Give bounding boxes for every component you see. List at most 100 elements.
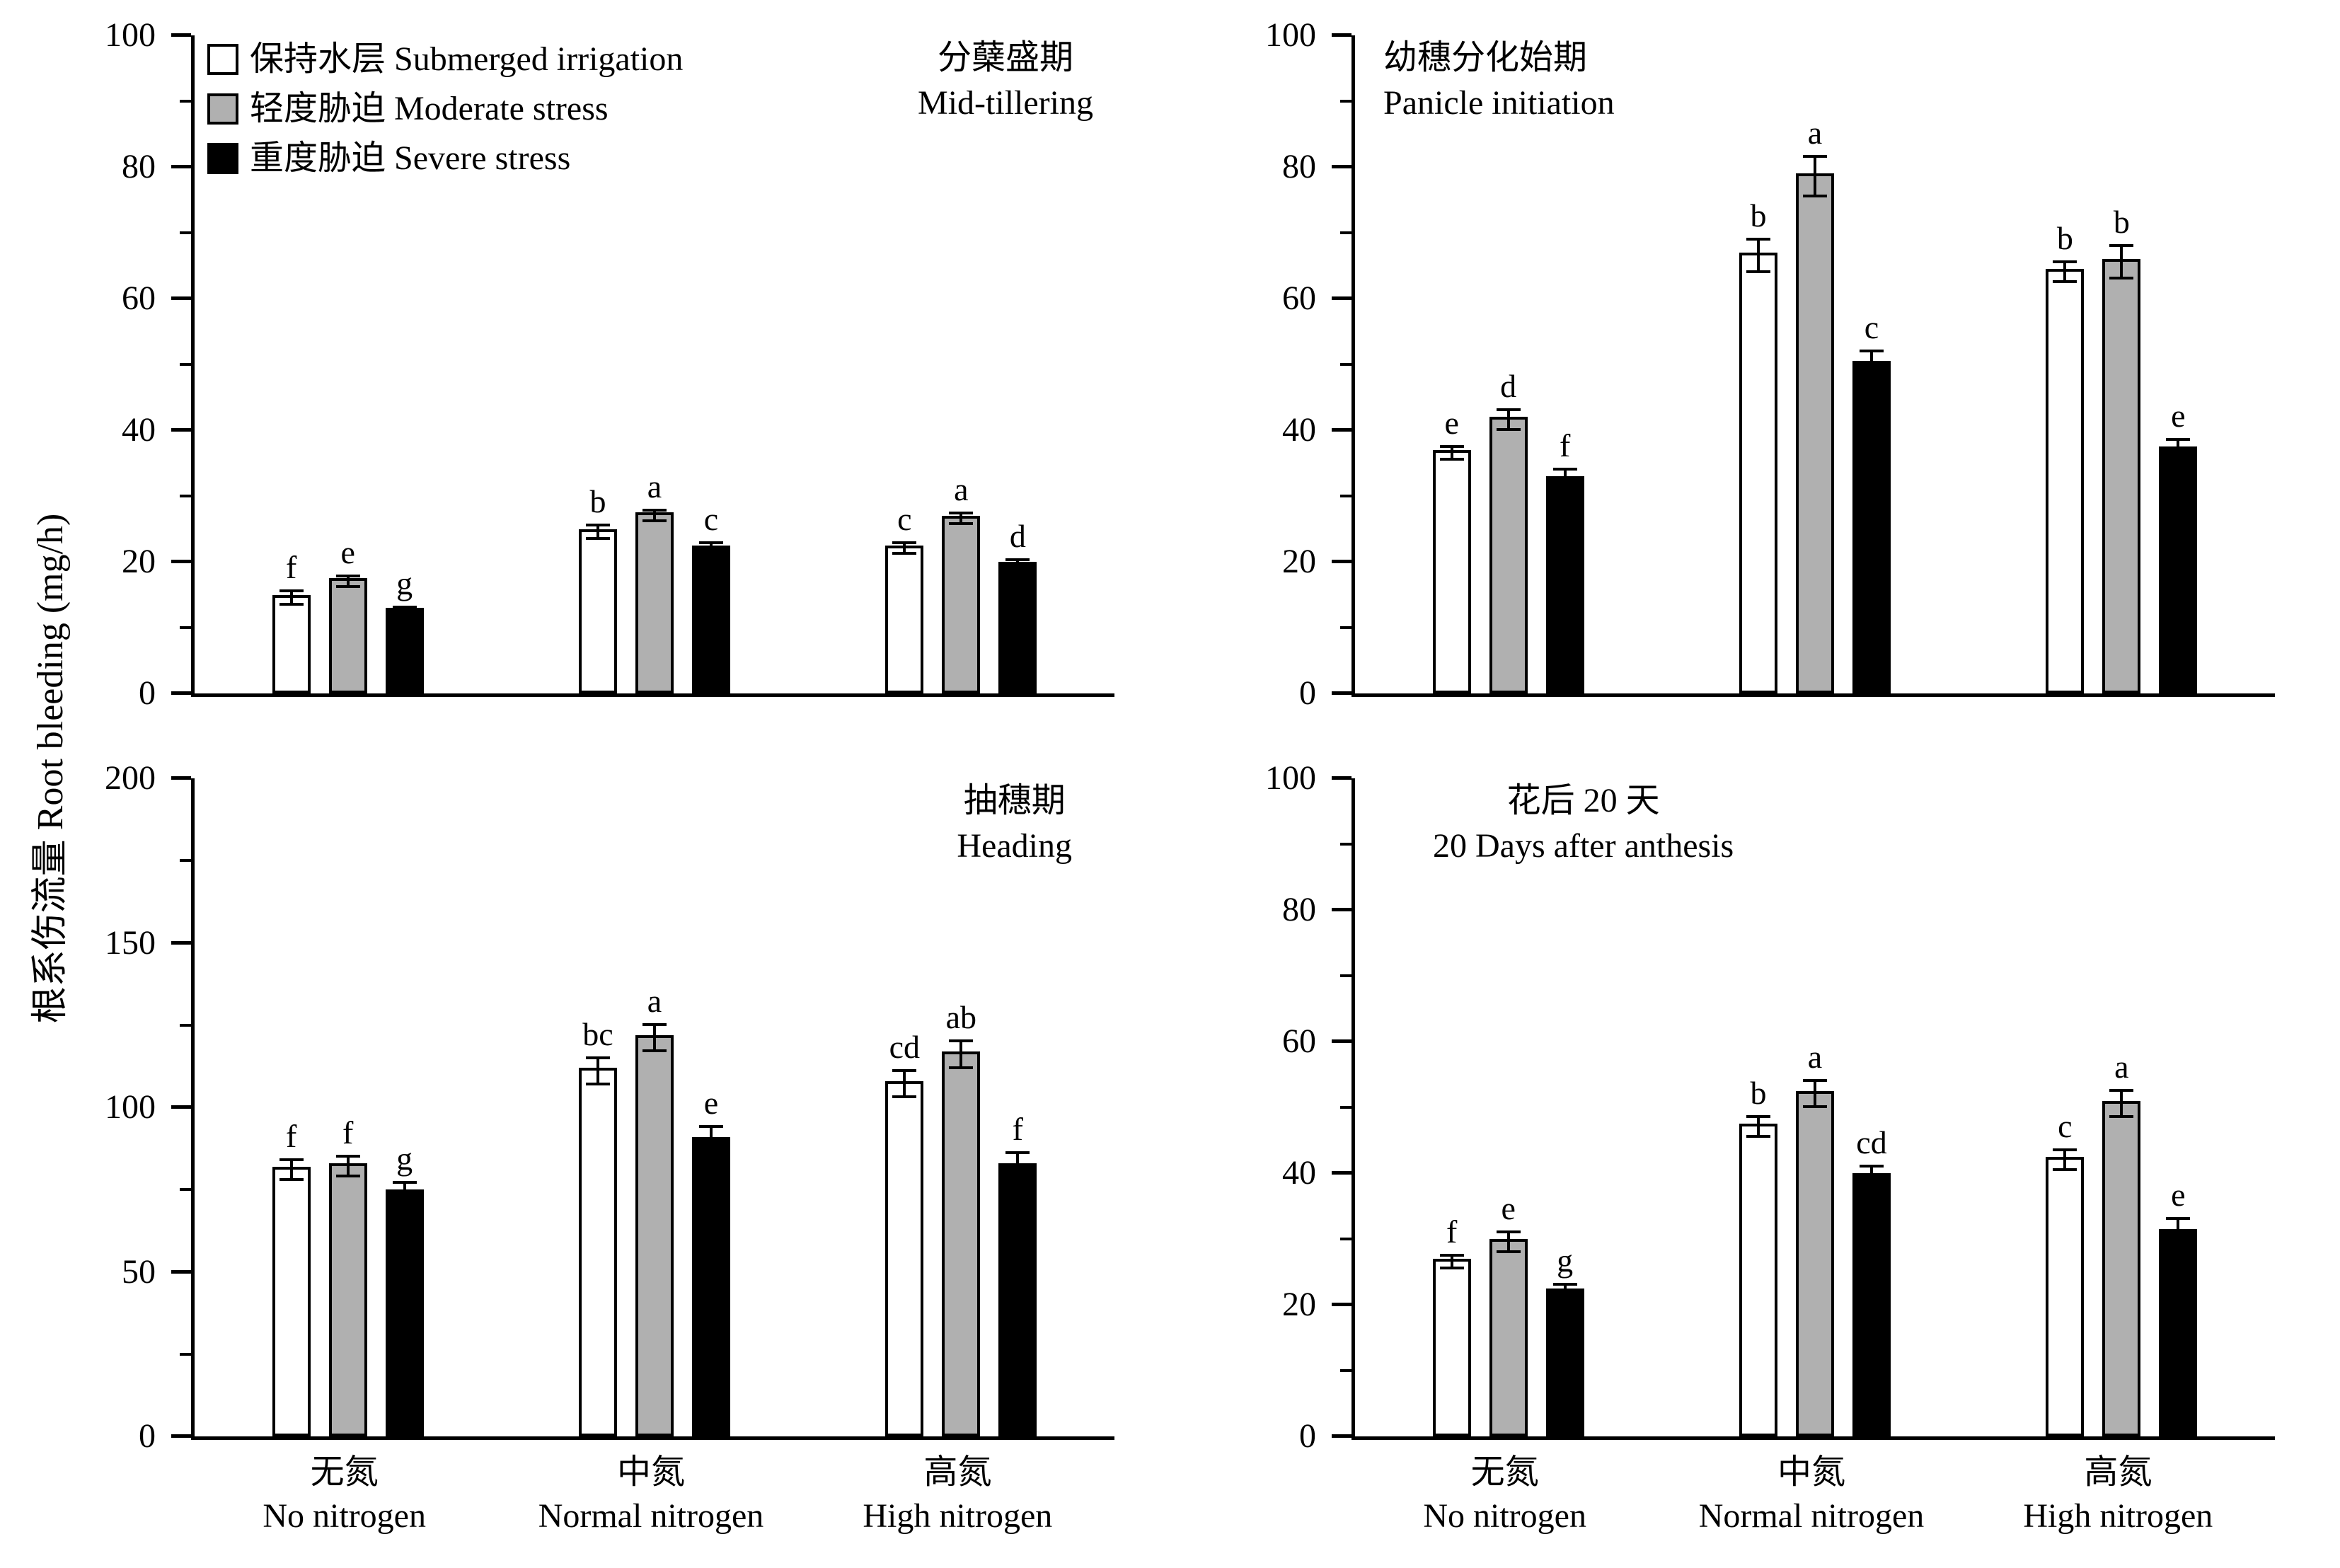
legend-entry-moderate: 轻度胁迫 Moderate stress — [207, 89, 683, 129]
bar: e — [691, 1087, 730, 1436]
bar: c — [2046, 1109, 2085, 1436]
panel-title-zh: 幼穗分化始期 — [1383, 39, 1588, 76]
error-bar-cap — [1005, 1151, 1030, 1155]
y-minor-tick — [1340, 626, 1351, 629]
error-bar-cap — [949, 512, 974, 515]
y-tick-label: 80 — [1282, 891, 1316, 928]
significance-letter: d — [1009, 517, 1026, 554]
error-bar-cap — [279, 589, 304, 593]
significance-letter: e — [340, 534, 355, 570]
significance-letter: b — [2113, 203, 2130, 240]
significance-letter: e — [1501, 1190, 1516, 1227]
y-major-tick — [171, 560, 191, 563]
error-bar — [2120, 1090, 2123, 1117]
error-bar-cap — [2109, 243, 2134, 247]
bar: e — [1489, 1192, 1528, 1436]
bar: a — [635, 985, 674, 1436]
y-tick-label: 40 — [1282, 411, 1316, 449]
error-bar-cap — [2053, 260, 2077, 264]
error-bar-cap — [2166, 1217, 2191, 1221]
error-bar-cap — [335, 1175, 360, 1177]
plot-area: f f g bc a e cd ab f 抽穗期 Heading — [171, 776, 1114, 1440]
significance-letter: f — [285, 1117, 297, 1154]
bar: b — [578, 485, 617, 693]
significance-letter: b — [1750, 1075, 1767, 1112]
bar: c — [885, 503, 924, 693]
bar: a — [1795, 117, 1834, 693]
error-bar — [1016, 559, 1020, 570]
y-tick-labels: 0 20 40 60 80 100 — [1231, 759, 1344, 1455]
error-bar-cap — [892, 1069, 917, 1073]
bar: e — [328, 536, 367, 693]
error-bar — [1869, 1166, 1873, 1186]
bar: b — [2102, 205, 2141, 693]
error-bar-cap — [2053, 280, 2077, 284]
y-major-tick — [171, 940, 191, 945]
y-tick-label: 20 — [1282, 1286, 1316, 1323]
y-minor-tick — [180, 626, 191, 629]
error-bar — [959, 1041, 963, 1068]
plot-area: e d f b a c b b e 幼穗分化始期 Panicle initiation — [1332, 33, 2275, 697]
y-tick-label: 0 — [1299, 1417, 1316, 1455]
error-bar — [596, 1057, 599, 1084]
error-bar — [1506, 410, 1510, 430]
error-bar — [1506, 1232, 1510, 1252]
y-major-tick — [171, 776, 191, 780]
bar: c — [691, 503, 730, 693]
error-bar-cap — [1746, 270, 1770, 274]
bar: b — [1739, 199, 1777, 693]
error-bar — [1450, 1255, 1453, 1269]
error-bar-cap — [392, 613, 417, 616]
y-major-tick — [171, 428, 191, 432]
panel-title: 分蘖盛期 Mid-tillering — [918, 35, 1093, 126]
y-major-tick — [1332, 1171, 1351, 1175]
bar: b — [2046, 222, 2085, 693]
x-category-normal-nitrogen: 中氮 Normal nitrogen — [497, 1451, 804, 1538]
panel-title-en: 20 Days after anthesis — [1433, 827, 1734, 865]
error-bar-cap — [335, 574, 360, 577]
y-major-tick — [1332, 1039, 1351, 1043]
bar: f — [1432, 1215, 1471, 1436]
significance-letter: e — [703, 1085, 719, 1122]
significance-letter: b — [589, 483, 606, 520]
error-bar-cap — [698, 541, 723, 545]
bar: g — [385, 1143, 424, 1436]
y-tick-labels: 0 20 40 60 80 100 — [1231, 16, 1344, 712]
panel-mid-tillering: 0 20 40 60 80 100 f e g b a c c a d 保持水层 Submerged ir… — [71, 7, 1175, 722]
y-major-tick — [171, 33, 191, 37]
y-tick-label: 0 — [1299, 674, 1316, 712]
bar: f — [998, 1113, 1037, 1436]
y-tick-label: 60 — [1282, 1022, 1316, 1060]
y-minor-tick — [1340, 1238, 1351, 1240]
x-category-zh: 无氮 — [310, 1453, 379, 1491]
bar: e — [1432, 406, 1471, 693]
error-bar-cap — [1496, 1230, 1521, 1234]
significance-letter: e — [2171, 398, 2186, 434]
y-tick-label: 150 — [105, 923, 156, 962]
x-category-en: Normal nitrogen — [1698, 1497, 1925, 1535]
significance-letter: g — [396, 1141, 413, 1177]
error-bar-cap — [279, 1158, 304, 1161]
error-bar-cap — [1496, 428, 1521, 432]
y-major-tick — [171, 691, 191, 695]
panel-title-en: Heading — [957, 827, 1072, 865]
y-tick-label: 80 — [1282, 148, 1316, 185]
error-bar-cap — [1802, 1105, 1827, 1109]
y-tick-label: 100 — [105, 1088, 156, 1126]
x-category-normal-nitrogen: 中氮 Normal nitrogen — [1658, 1451, 1964, 1538]
error-bar — [709, 543, 713, 554]
bar: a — [2102, 1051, 2141, 1436]
panel-title-en: Panicle initiation — [1383, 84, 1615, 122]
y-tick-label: 20 — [122, 543, 156, 580]
y-major-tick — [1332, 165, 1351, 168]
error-bar-cap — [1746, 1115, 1770, 1119]
bar: g — [385, 567, 424, 693]
y-minor-tick — [1340, 100, 1351, 103]
error-bar-cap — [1552, 1296, 1577, 1300]
x-category-no-nitrogen: 无氮 No nitrogen — [1351, 1451, 1658, 1538]
error-bar-cap — [2053, 1168, 2077, 1171]
bar: cd — [1852, 1126, 1891, 1436]
error-bar-cap — [1496, 408, 1521, 412]
y-major-tick — [171, 1434, 191, 1438]
